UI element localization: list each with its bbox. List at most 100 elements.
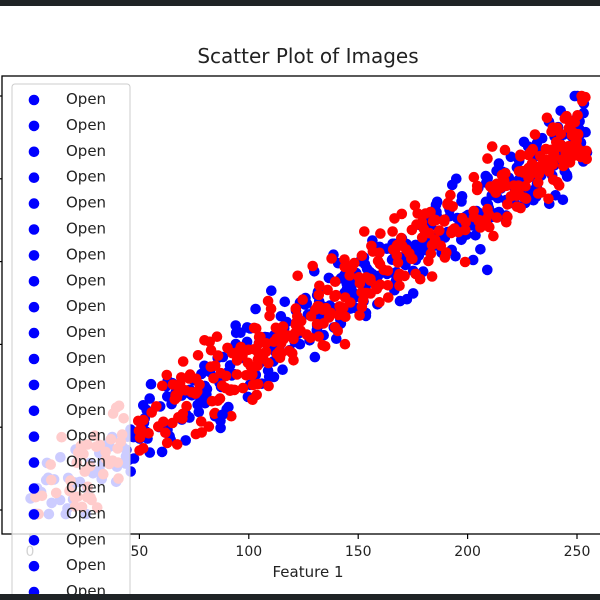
data-point-red	[247, 394, 258, 406]
x-axis: 050100150200250	[26, 534, 590, 560]
data-point-red	[409, 200, 421, 211]
data-point-blue	[266, 285, 277, 297]
data-point-blue	[144, 393, 155, 404]
data-point-red	[356, 250, 368, 261]
data-point-red	[183, 373, 195, 384]
data-point-red	[356, 301, 368, 313]
data-point-red	[439, 252, 451, 263]
legend-marker	[28, 353, 40, 365]
data-point-red	[307, 260, 319, 272]
data-point-blue	[467, 254, 479, 266]
data-point-red	[203, 421, 215, 432]
data-point-red	[541, 154, 552, 165]
legend-marker	[28, 120, 40, 132]
data-point-red	[192, 350, 204, 361]
data-point-red	[133, 415, 144, 427]
data-point-red	[339, 261, 351, 273]
data-point-red	[365, 275, 376, 286]
data-point-red	[287, 348, 298, 359]
legend-label: Open	[66, 349, 106, 367]
data-point-blue	[456, 196, 467, 207]
data-point-blue	[263, 371, 275, 383]
legend-marker	[28, 405, 40, 417]
data-point-red	[374, 297, 385, 308]
data-point-red	[425, 206, 436, 218]
data-point-blue	[309, 351, 321, 363]
data-point-blue	[180, 435, 191, 446]
data-point-red	[447, 225, 458, 236]
data-point-red	[375, 228, 386, 239]
x-tick-label: 100	[235, 544, 262, 560]
data-point-red	[430, 214, 442, 226]
data-point-red	[393, 271, 404, 283]
legend-label: Open	[66, 453, 106, 471]
data-point-red	[195, 416, 207, 427]
data-point-red	[532, 188, 544, 199]
data-point-outlier	[482, 264, 493, 276]
data-point-red	[359, 226, 370, 237]
data-point-red	[523, 162, 534, 174]
legend-marker	[28, 276, 40, 287]
plot-frame	[1, 75, 600, 535]
data-point-red	[383, 292, 394, 303]
data-point-red	[345, 297, 356, 308]
legend-marker	[28, 146, 40, 158]
legend-label: Open	[66, 90, 106, 108]
data-point-red	[491, 212, 503, 223]
data-point-red	[378, 264, 390, 276]
data-point-red	[248, 322, 260, 334]
data-point-red	[482, 203, 493, 215]
legend-marker	[28, 327, 40, 339]
data-point-red	[387, 226, 398, 237]
data-point-red	[354, 310, 365, 321]
x-axis-label: Feature 1	[272, 563, 344, 581]
data-point-red	[486, 141, 498, 152]
data-point-red	[523, 149, 534, 161]
legend-label: Open	[66, 504, 106, 522]
legend-box	[11, 83, 131, 600]
window-top-bar	[0, 0, 600, 6]
data-point-red	[290, 303, 302, 314]
data-point-red	[252, 354, 264, 365]
data-point-red	[263, 380, 274, 392]
legend-label: Open	[66, 142, 106, 160]
data-point-red	[529, 129, 541, 140]
data-point-red	[511, 190, 522, 201]
legend-label: Open	[66, 427, 106, 445]
data-point-red	[501, 180, 512, 192]
data-point-red	[237, 382, 249, 394]
data-point-red	[292, 270, 304, 282]
data-point-red	[177, 356, 189, 367]
data-point-red	[411, 219, 422, 230]
data-point-red	[532, 177, 544, 188]
data-point-red	[247, 379, 259, 391]
data-point-red	[423, 255, 434, 267]
data-point-red	[339, 254, 350, 265]
data-point-red	[566, 129, 578, 141]
data-point-red	[314, 280, 325, 292]
data-point-red	[484, 221, 495, 233]
data-point-red	[313, 331, 325, 342]
legend-label: Open	[66, 375, 106, 393]
data-point-red	[305, 310, 317, 322]
data-point-red	[555, 128, 567, 140]
data-point-red	[167, 379, 179, 390]
data-point-red	[439, 216, 450, 227]
data-point-red	[482, 153, 493, 164]
data-point-red	[558, 156, 570, 167]
data-point-red	[361, 287, 373, 299]
data-point-blue	[450, 250, 461, 262]
data-point-red	[206, 395, 218, 407]
x-tick-label: 150	[345, 544, 372, 560]
window-bottom-bar	[0, 594, 600, 600]
legend-marker	[28, 301, 40, 313]
data-point-red	[270, 322, 282, 334]
data-point-red	[231, 369, 243, 380]
data-point-blue	[145, 378, 157, 390]
data-point-red	[329, 291, 340, 303]
data-point-blue	[451, 173, 462, 185]
data-point-red	[211, 331, 223, 343]
data-point-red	[220, 382, 232, 394]
data-point-blue	[470, 230, 481, 241]
